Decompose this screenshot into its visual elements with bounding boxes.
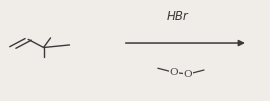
Text: O: O: [169, 68, 178, 77]
Text: HBr: HBr: [167, 10, 189, 23]
Text: O: O: [184, 70, 193, 79]
